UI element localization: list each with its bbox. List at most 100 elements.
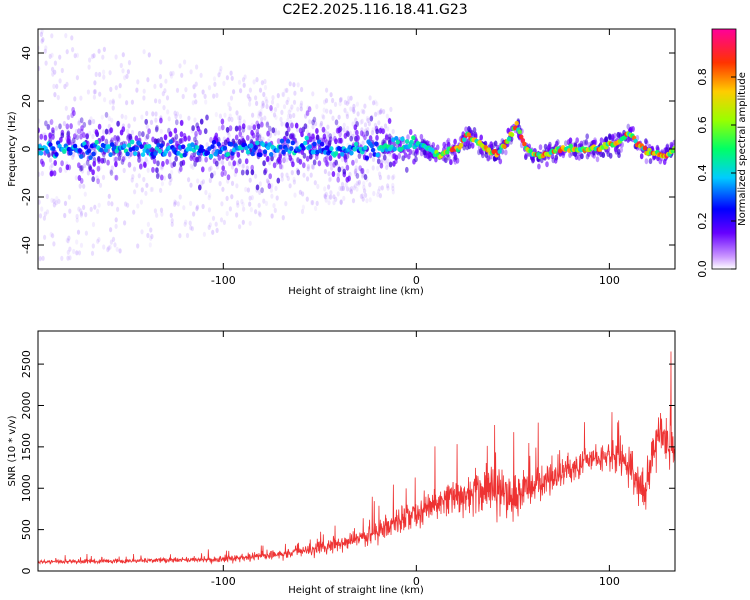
spectrogram-band-cell bbox=[156, 160, 160, 167]
spectrogram-band-cell bbox=[151, 166, 155, 173]
spectrogram-noise-cell bbox=[232, 89, 236, 95]
spectrogram-noise-cell bbox=[103, 97, 107, 103]
spectrogram-noise-cell bbox=[50, 52, 54, 58]
spectrogram-band-cell bbox=[193, 136, 197, 143]
spectrogram-noise-cell bbox=[352, 185, 356, 191]
spectrogram-ridge-cell bbox=[94, 139, 99, 145]
spectrogram-noise-cell bbox=[392, 174, 396, 180]
spectrogram-noise-cell bbox=[189, 225, 193, 231]
spectrogram-noise-cell bbox=[368, 197, 372, 203]
spectrogram-noise-cell bbox=[78, 118, 82, 124]
spectrogram-noise-cell bbox=[347, 95, 351, 101]
spectrogram-noise-cell bbox=[299, 106, 303, 112]
spectrogram-noise-cell bbox=[337, 114, 341, 120]
spectrogram-noise-cell bbox=[279, 116, 283, 122]
spectrogram-noise-cell bbox=[43, 234, 47, 240]
spectrogram-noise-cell bbox=[111, 236, 116, 242]
spectrogram-noise-cell bbox=[339, 199, 343, 205]
spectrogram-noise-cell bbox=[314, 205, 318, 211]
spectrogram-band-cell bbox=[500, 148, 505, 155]
spectrogram-noise-cell bbox=[93, 89, 97, 95]
spectrogram-noise-cell bbox=[386, 158, 390, 164]
spectrogram-ridge-cell bbox=[307, 144, 312, 150]
spectrogram-ridge-cell bbox=[182, 152, 187, 158]
spectrogram-band-cell bbox=[465, 140, 470, 147]
spectrogram-noise-cell bbox=[350, 185, 354, 192]
spectrogram-noise-cell bbox=[341, 185, 345, 191]
spectrogram-noise-cell bbox=[242, 82, 246, 88]
spectrogram-noise-cell bbox=[332, 194, 336, 200]
spectrogram-noise-cell bbox=[287, 109, 291, 115]
spectrogram-band-cell bbox=[104, 128, 109, 135]
spectrogram-noise-cell bbox=[130, 99, 134, 105]
spectrogram-noise-cell bbox=[247, 125, 251, 131]
spectrogram-noise-cell bbox=[92, 89, 96, 95]
spectrogram-noise-cell bbox=[150, 186, 154, 192]
spectrogram-noise-cell bbox=[329, 176, 333, 182]
spectrogram-noise-cell bbox=[178, 194, 182, 200]
spectrogram-noise-cell bbox=[324, 197, 328, 203]
spectrogram-noise-cell bbox=[326, 131, 330, 137]
spectrogram-noise-cell bbox=[160, 165, 164, 171]
spectrogram-band-cell bbox=[486, 155, 491, 162]
spectrogram-noise-cell bbox=[329, 190, 333, 196]
spectrogram-band-cell bbox=[179, 166, 183, 172]
spectrogram-noise-cell bbox=[309, 172, 313, 178]
spectrogram-ridge-cell bbox=[147, 144, 152, 149]
spectrogram-noise-cell bbox=[306, 166, 310, 172]
spectrogram-noise-cell bbox=[225, 195, 229, 201]
spectrogram-noise-cell bbox=[148, 242, 152, 248]
spectrogram-noise-cell bbox=[127, 123, 131, 129]
spectrogram-noise-cell bbox=[257, 113, 261, 119]
spectrogram-noise-cell bbox=[72, 248, 76, 255]
spectrogram-band-cell bbox=[419, 150, 424, 157]
spectrogram-noise-cell bbox=[270, 107, 274, 113]
spectrogram-band-cell bbox=[298, 158, 303, 165]
spectrogram-noise-cell bbox=[189, 182, 193, 188]
spectrogram-noise-cell bbox=[227, 101, 231, 108]
spectrogram-band-cell bbox=[179, 120, 184, 126]
spectrogram-noise-cell bbox=[286, 117, 290, 124]
spectrogram-band-cell bbox=[577, 154, 581, 161]
spectrogram-ridge-cell bbox=[190, 142, 195, 148]
spectrogram-noise-cell bbox=[176, 201, 180, 207]
spectrogram-ridge-cell bbox=[38, 150, 44, 156]
spectrogram-band-cell bbox=[52, 170, 57, 177]
colorbar-tick-label: 0.0 bbox=[696, 260, 709, 278]
spectrogram-noise-cell bbox=[292, 176, 296, 182]
spectrogram-band-cell bbox=[464, 126, 468, 133]
spectrogram-noise-cell bbox=[109, 86, 113, 92]
spectrogram-noise-cell bbox=[285, 87, 289, 93]
spectrogram-noise-cell bbox=[126, 128, 130, 134]
spectrogram-noise-cell bbox=[259, 108, 263, 114]
spectrogram-band-cell bbox=[46, 124, 51, 130]
spectrogram-noise-cell bbox=[230, 194, 234, 200]
spectrogram-noise-cell bbox=[276, 93, 280, 99]
spectrogram-noise-cell bbox=[182, 205, 186, 211]
spectrogram-noise-cell bbox=[323, 168, 327, 175]
spectrogram-band-cell bbox=[180, 137, 184, 144]
spectrogram-noise-cell bbox=[54, 125, 59, 131]
spectrogram-noise-cell bbox=[140, 229, 144, 235]
spectrogram-noise-cell bbox=[258, 189, 262, 195]
spectrogram-ridge-cell bbox=[225, 151, 231, 157]
spectrogram-band-cell bbox=[606, 151, 611, 157]
spectrogram-noise-cell bbox=[153, 83, 157, 89]
spectrogram-band-cell bbox=[167, 173, 172, 180]
spectrogram-noise-cell bbox=[352, 103, 356, 109]
spectrogram-noise-cell bbox=[175, 87, 180, 93]
spectrogram-band-cell bbox=[298, 127, 303, 134]
spectrogram-band-cell bbox=[194, 139, 199, 146]
spectrogram-noise-cell bbox=[146, 221, 150, 227]
spectrogram-ridge-cell bbox=[211, 139, 217, 145]
spectrogram-band-cell bbox=[195, 156, 200, 163]
spectrogram-noise-cell bbox=[280, 109, 284, 115]
spectrogram-noise-cell bbox=[282, 104, 287, 110]
spectrogram-ridge-cell bbox=[194, 145, 200, 150]
spectrogram-ridge-cell bbox=[290, 140, 295, 146]
spectrogram-ridge-cell bbox=[301, 145, 306, 151]
spectrogram-noise-cell bbox=[248, 220, 252, 226]
spectrogram-noise-cell bbox=[77, 206, 81, 212]
spectrogram-band-cell bbox=[250, 169, 255, 176]
spectrogram-noise-cell bbox=[115, 246, 119, 252]
